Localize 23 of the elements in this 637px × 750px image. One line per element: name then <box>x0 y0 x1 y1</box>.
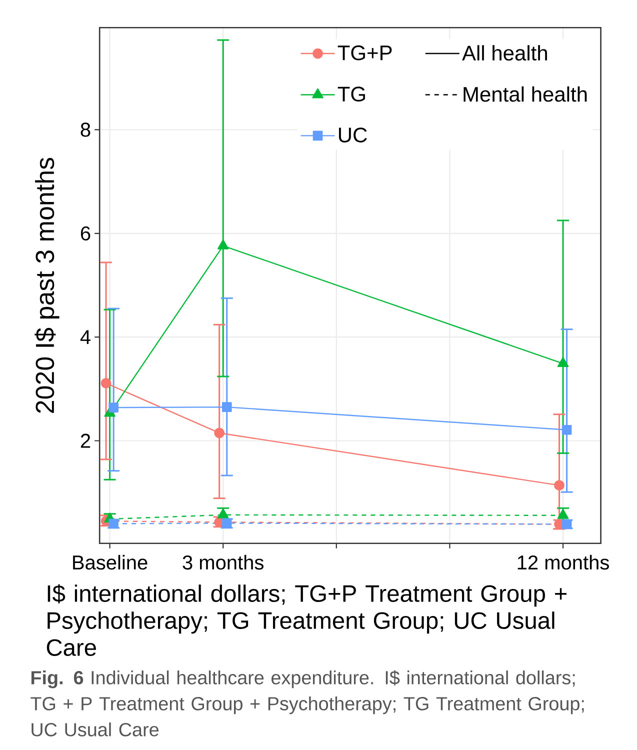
text: Fig. 6 Individual healthcare expenditure. I$ international dollars; TG + P Treatment Group + Psychotherapy; TG Treatment Group; UC Usual Care <box>30 670 584 736</box>
legend-label: UC <box>338 128 367 142</box>
y-axis-title: 2020 I$ past 3 months <box>34 158 60 413</box>
legend-label: TG+P <box>338 45 392 60</box>
point <box>214 428 225 438</box>
x-tick-label: 12 months <box>518 554 609 570</box>
point <box>554 480 564 491</box>
y-tick-label: 8 <box>80 122 90 137</box>
annotation: Mental health <box>464 86 587 102</box>
point <box>100 378 112 388</box>
point <box>217 239 229 250</box>
y-tick-label: 4 <box>80 330 90 344</box>
point <box>108 402 118 412</box>
text: I$ international dollars; TG+P Treatment Group + Psychotherapy; TG Treatment Group; UC Usual Care <box>46 584 567 656</box>
point <box>562 424 572 435</box>
y-tick-label: 2 <box>80 434 90 448</box>
point <box>557 357 569 368</box>
annotation: All health <box>462 45 547 61</box>
point <box>222 402 232 412</box>
x-tick-label: 3 months <box>182 554 264 570</box>
legend-label: TG <box>338 86 365 102</box>
y-tick-label: 6 <box>80 226 90 240</box>
x-tick-label: Baseline <box>73 554 148 570</box>
